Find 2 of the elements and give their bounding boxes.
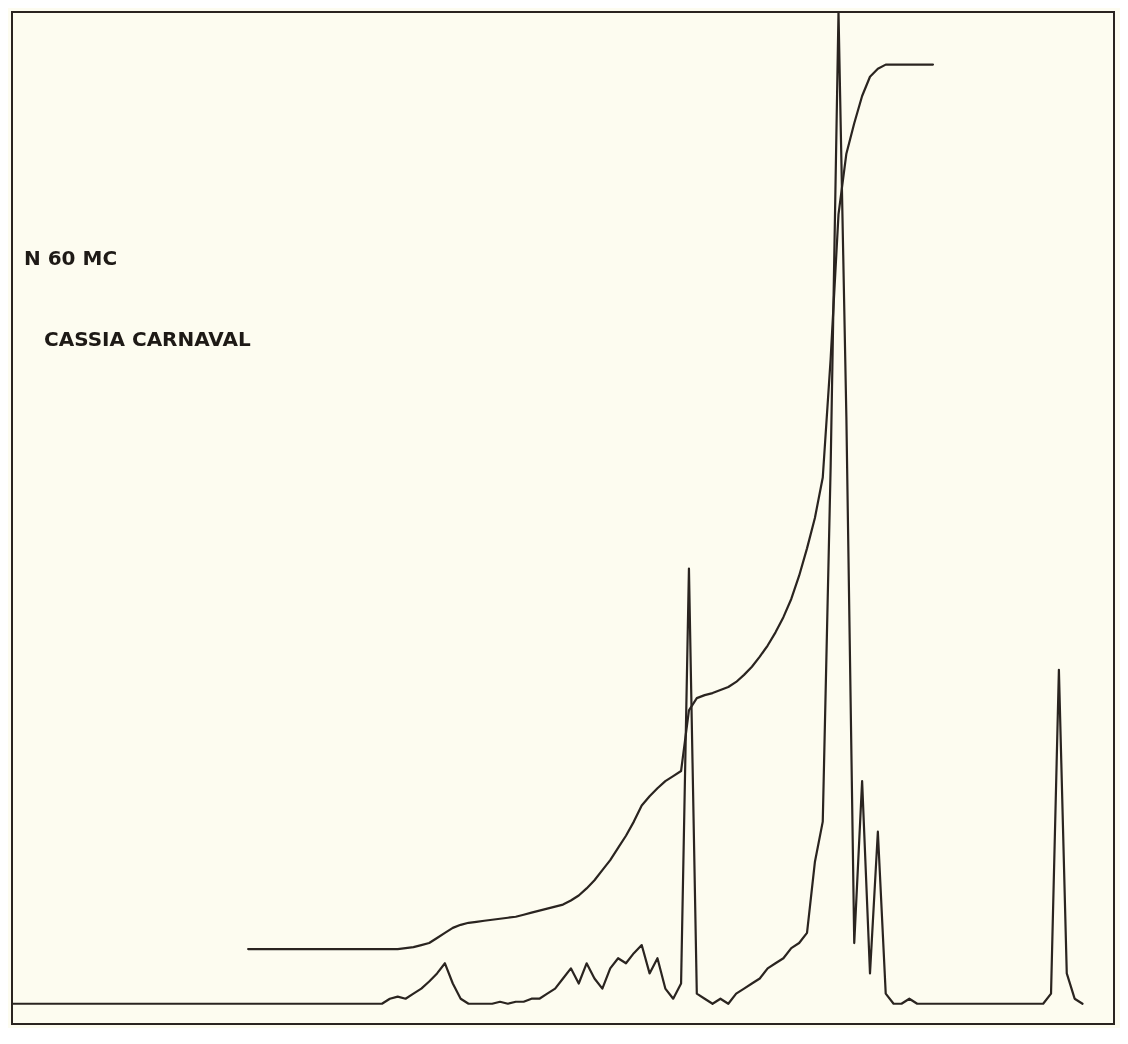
annotation: CASSIA CARNAVAL bbox=[44, 326, 251, 351]
annotation: N 60 MC bbox=[24, 246, 118, 270]
